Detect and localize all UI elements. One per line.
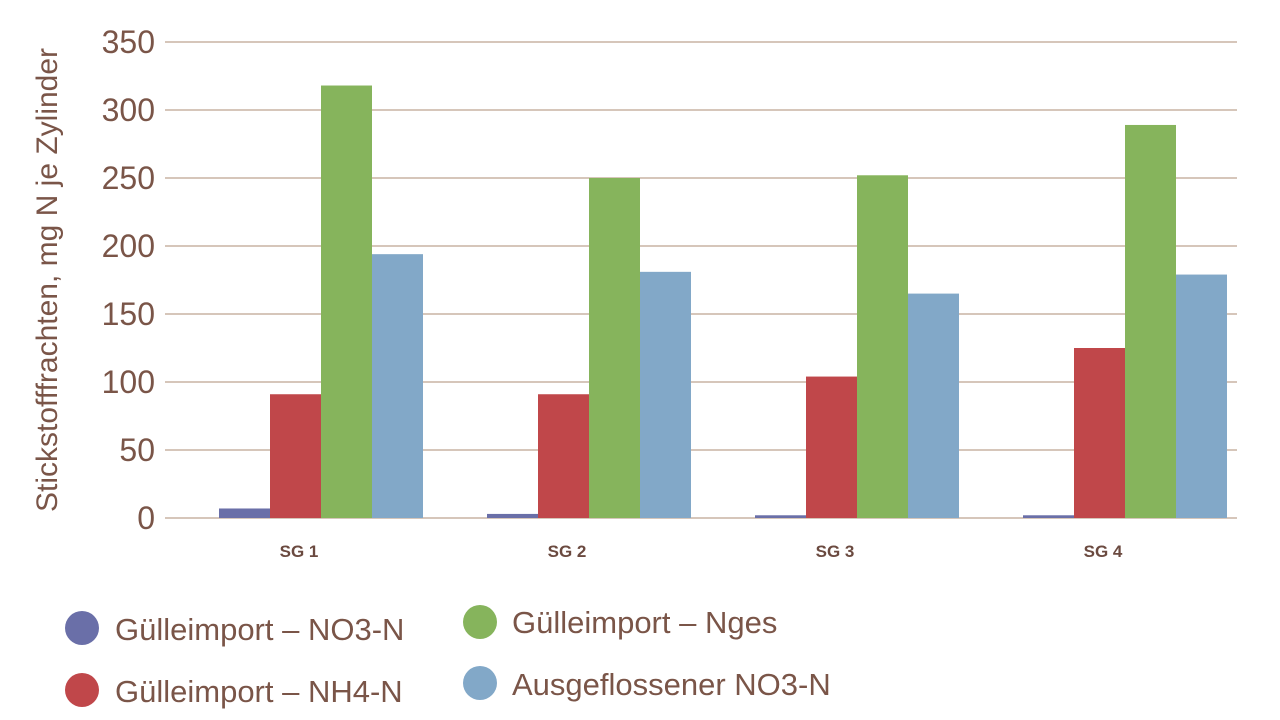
- x-category-label: SG 2: [548, 542, 587, 561]
- x-category-label: SG 4: [1084, 542, 1123, 561]
- bar-1-1: [219, 508, 270, 518]
- bar-1-2: [270, 394, 321, 518]
- bar-1-4: [372, 254, 423, 518]
- bar-4-3: [1125, 124, 1176, 519]
- bar-4-4: [1176, 274, 1227, 518]
- bar-2-2: [538, 394, 589, 518]
- legend-label: Ausgeflossener NO3-N: [512, 667, 831, 702]
- bar-4-1: [1023, 515, 1074, 518]
- bar-3-3: [857, 175, 908, 518]
- bar-4-2: [1074, 348, 1125, 518]
- bar-3-2: [806, 376, 857, 518]
- legend-label: Gülleimport – Nges: [512, 605, 777, 640]
- legend-swatch-2: [65, 673, 99, 707]
- legend-swatch-4: [463, 666, 497, 700]
- x-category-label: SG 3: [816, 542, 855, 561]
- legend-swatch-1: [65, 611, 99, 645]
- y-tick-label: 250: [102, 160, 155, 196]
- legend-label: Gülleimport – NH4-N: [115, 674, 403, 709]
- x-category-label: SG 1: [280, 542, 319, 561]
- bar-2-4: [640, 271, 691, 518]
- y-tick-label: 300: [102, 92, 155, 128]
- y-tick-label: 150: [102, 296, 155, 332]
- bar-3-4: [908, 293, 959, 518]
- y-tick-label: 200: [102, 228, 155, 264]
- y-axis-title: Stickstofffrachten, mg N je Zylinder: [31, 48, 64, 512]
- bar-3-1: [755, 515, 806, 518]
- y-tick-label: 100: [102, 364, 155, 400]
- bar-2-1: [487, 513, 538, 518]
- bar-1-3: [321, 85, 372, 519]
- bar-2-3: [589, 178, 640, 518]
- legend-swatch-3: [463, 605, 497, 639]
- y-tick-label: 50: [119, 432, 155, 468]
- y-tick-label: 0: [137, 500, 155, 536]
- y-tick-label: 350: [102, 24, 155, 60]
- legend-label: Gülleimport – NO3-N: [115, 612, 404, 647]
